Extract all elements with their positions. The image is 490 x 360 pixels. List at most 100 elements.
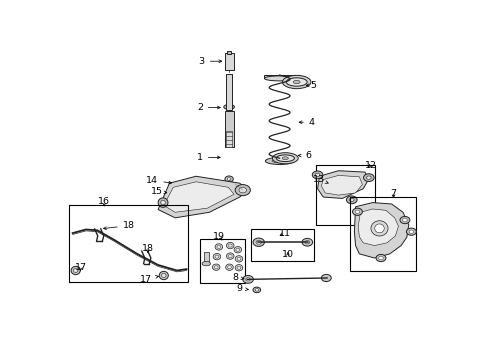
Ellipse shape xyxy=(234,247,242,253)
Text: 7: 7 xyxy=(391,189,396,198)
Ellipse shape xyxy=(282,75,311,89)
Ellipse shape xyxy=(215,244,222,250)
Circle shape xyxy=(349,198,354,202)
Ellipse shape xyxy=(375,224,384,233)
Circle shape xyxy=(256,240,261,244)
Ellipse shape xyxy=(212,264,220,270)
Ellipse shape xyxy=(272,159,287,163)
Ellipse shape xyxy=(255,289,259,291)
Text: 16: 16 xyxy=(98,197,110,206)
Circle shape xyxy=(239,187,246,193)
Circle shape xyxy=(400,216,410,224)
Text: 14: 14 xyxy=(147,176,172,185)
Polygon shape xyxy=(158,176,247,218)
Circle shape xyxy=(355,210,360,213)
Ellipse shape xyxy=(158,198,168,207)
Ellipse shape xyxy=(371,221,388,236)
Text: 18: 18 xyxy=(103,221,135,230)
Ellipse shape xyxy=(286,78,307,86)
Circle shape xyxy=(352,208,363,215)
Text: 5: 5 xyxy=(306,81,317,90)
Text: 1: 1 xyxy=(197,153,220,162)
Ellipse shape xyxy=(276,155,294,162)
Ellipse shape xyxy=(71,266,80,275)
Ellipse shape xyxy=(237,266,241,269)
Circle shape xyxy=(376,255,386,262)
Bar xyxy=(226,131,232,147)
Text: 4: 4 xyxy=(299,118,315,127)
Ellipse shape xyxy=(237,257,241,260)
Bar xyxy=(227,51,231,54)
Circle shape xyxy=(246,278,250,281)
Bar xyxy=(204,252,209,264)
Ellipse shape xyxy=(227,177,231,180)
Bar xyxy=(265,75,295,78)
Text: 6: 6 xyxy=(298,151,311,160)
Ellipse shape xyxy=(215,255,219,258)
Text: 9: 9 xyxy=(236,284,248,293)
Ellipse shape xyxy=(226,264,233,270)
Ellipse shape xyxy=(228,255,232,258)
Circle shape xyxy=(367,176,371,179)
Polygon shape xyxy=(358,209,398,246)
Ellipse shape xyxy=(282,157,288,159)
Circle shape xyxy=(379,256,383,260)
Ellipse shape xyxy=(214,266,218,269)
Polygon shape xyxy=(321,175,363,195)
Ellipse shape xyxy=(159,271,169,280)
Circle shape xyxy=(312,171,323,179)
Bar xyxy=(350,197,416,270)
Bar xyxy=(316,165,374,225)
Text: 11: 11 xyxy=(278,229,291,238)
Circle shape xyxy=(364,174,374,181)
Text: 15: 15 xyxy=(151,187,167,196)
Bar xyxy=(226,74,232,110)
Ellipse shape xyxy=(226,106,232,108)
Ellipse shape xyxy=(253,287,261,293)
Ellipse shape xyxy=(202,261,211,266)
Text: 17: 17 xyxy=(140,275,158,284)
Ellipse shape xyxy=(265,76,295,81)
Circle shape xyxy=(235,185,250,196)
Text: 8: 8 xyxy=(232,273,244,282)
Bar xyxy=(224,53,234,69)
Polygon shape xyxy=(164,182,234,212)
Circle shape xyxy=(302,238,313,246)
Text: 18: 18 xyxy=(142,244,154,253)
Ellipse shape xyxy=(227,266,231,269)
Polygon shape xyxy=(318,171,369,198)
Ellipse shape xyxy=(162,274,166,278)
Polygon shape xyxy=(354,203,409,258)
Ellipse shape xyxy=(224,104,234,109)
Circle shape xyxy=(346,196,357,204)
Ellipse shape xyxy=(235,265,243,271)
Circle shape xyxy=(409,230,414,233)
Circle shape xyxy=(315,173,320,176)
Bar xyxy=(200,239,245,283)
Bar xyxy=(224,111,234,147)
Text: 2: 2 xyxy=(197,103,220,112)
Ellipse shape xyxy=(272,153,298,164)
Ellipse shape xyxy=(217,246,220,248)
Ellipse shape xyxy=(226,253,234,259)
Ellipse shape xyxy=(294,80,300,84)
Circle shape xyxy=(253,238,265,246)
Ellipse shape xyxy=(161,201,165,205)
Ellipse shape xyxy=(235,256,243,262)
Ellipse shape xyxy=(225,176,233,182)
Ellipse shape xyxy=(266,158,294,165)
Text: 12: 12 xyxy=(365,161,377,170)
Circle shape xyxy=(305,240,310,244)
Text: 10: 10 xyxy=(282,250,294,259)
Text: 19: 19 xyxy=(213,232,225,241)
Ellipse shape xyxy=(74,269,78,273)
Circle shape xyxy=(321,274,331,282)
Circle shape xyxy=(243,275,253,283)
Circle shape xyxy=(403,219,407,222)
Text: 13: 13 xyxy=(313,175,328,184)
Ellipse shape xyxy=(226,242,234,249)
Text: 3: 3 xyxy=(199,57,221,66)
Ellipse shape xyxy=(213,253,220,260)
Text: 17: 17 xyxy=(75,263,87,272)
Ellipse shape xyxy=(236,248,240,251)
